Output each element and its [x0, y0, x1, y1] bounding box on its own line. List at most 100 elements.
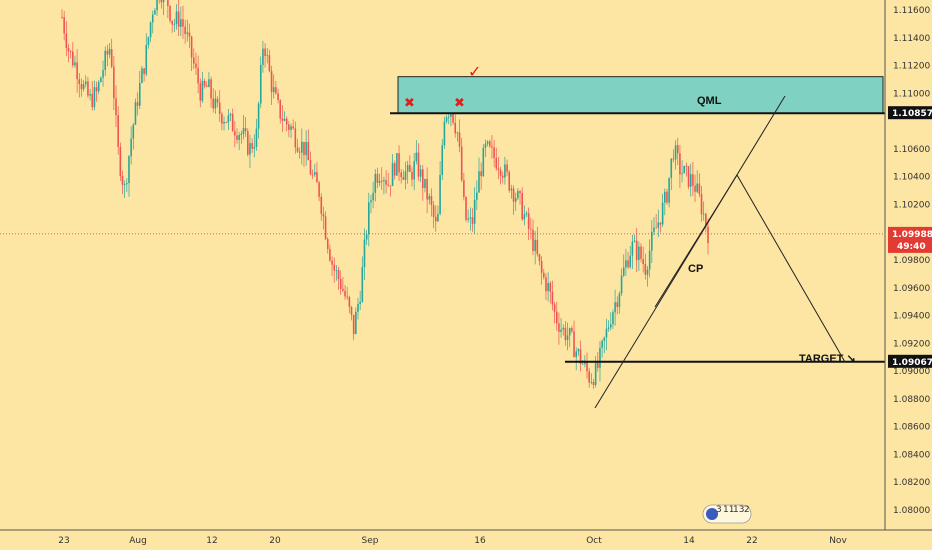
price-axis[interactable] [885, 0, 932, 530]
candle-body [95, 87, 98, 92]
candle-body [318, 182, 320, 197]
candle-body [87, 81, 89, 96]
candle-body [357, 304, 359, 312]
y-tick-label: 1.08600 [893, 423, 930, 433]
candle-body [566, 335, 569, 341]
y-tick-label: 1.11000 [893, 89, 930, 99]
candle-body [422, 169, 424, 188]
events-badge[interactable]: 3 11 13 2 [702, 504, 752, 524]
candle-body [517, 190, 519, 199]
candle-body [592, 382, 595, 386]
candle-body [141, 68, 143, 83]
y-tick-label: 1.10200 [893, 200, 930, 210]
y-tick-label: 1.09400 [893, 312, 930, 322]
candle-body [331, 260, 333, 265]
candle-body [488, 141, 491, 147]
candle-body [514, 198, 517, 202]
candle-body [268, 55, 271, 72]
candle-body [508, 171, 511, 191]
trendline-target-down[interactable] [736, 174, 846, 363]
candle-body [685, 165, 688, 167]
candle-body [335, 270, 338, 271]
svg-text:1.09988: 1.09988 [892, 230, 932, 240]
candle-body [326, 239, 329, 250]
candle-body [283, 118, 286, 121]
candle-body [625, 260, 627, 268]
candle-body [478, 171, 480, 193]
candle-body [177, 11, 180, 27]
candle-body [491, 146, 493, 148]
candle-body [376, 173, 379, 183]
candle-body [275, 87, 277, 94]
candle-body [264, 48, 266, 57]
candle-body [184, 26, 186, 35]
candle-body [69, 51, 72, 53]
candle-body [497, 168, 500, 170]
candle-body [627, 260, 629, 268]
trendline-to-peak[interactable] [654, 174, 738, 308]
candle-body [313, 172, 316, 175]
level-price-box-bottom: 1.09067 [888, 354, 932, 368]
candle-body [698, 183, 701, 194]
candle-body [575, 351, 578, 358]
y-tick-label: 1.11200 [893, 62, 930, 72]
candle-body [581, 363, 584, 365]
candle-body [67, 47, 70, 52]
candle-body [238, 135, 240, 140]
svg-text:49:40: 49:40 [897, 242, 926, 252]
candle-body [473, 199, 476, 224]
candle-body [253, 146, 256, 149]
candle-body [132, 124, 135, 139]
candle-body [506, 164, 508, 172]
qml-zone[interactable] [397, 76, 884, 114]
candle-body [143, 68, 145, 75]
candle-body [205, 85, 208, 87]
candle-body [694, 185, 696, 192]
candle-body [434, 216, 437, 222]
candle-body [231, 114, 234, 132]
candle-body [599, 347, 601, 368]
candle-body [123, 184, 126, 185]
candle-body [672, 158, 675, 160]
y-tick-label: 1.09800 [893, 256, 930, 266]
candle-body [484, 143, 487, 148]
candle-body [411, 171, 413, 180]
candle-body [149, 22, 152, 38]
candle-body [277, 93, 279, 101]
candle-body [128, 156, 130, 184]
candle-body [549, 282, 552, 292]
candle-body [223, 121, 225, 124]
candle-body [279, 100, 282, 119]
candle-body [138, 82, 141, 106]
candle-body [240, 133, 243, 136]
candle-body [214, 98, 217, 109]
candle-body [443, 121, 446, 146]
candle-body [171, 20, 173, 25]
candle-body [74, 62, 76, 66]
candle-body [568, 328, 571, 336]
candle-body [452, 110, 454, 123]
candle-body [104, 50, 107, 71]
candle-body [651, 231, 653, 251]
y-tick-label: 1.10600 [893, 145, 930, 155]
candle-body [188, 32, 191, 37]
candle-body [705, 213, 707, 227]
candle-body [542, 272, 545, 278]
candle-body [618, 293, 621, 307]
candle-body [465, 196, 467, 220]
candle-body [186, 32, 189, 35]
candle-body [707, 226, 709, 244]
candle-body [288, 124, 290, 130]
candle-body [633, 240, 636, 242]
candle-body [89, 93, 91, 96]
candle-body [391, 163, 394, 186]
candle-body [218, 102, 221, 114]
x-tick-labels: 23 Aug 12 20 Sep 16 Oct 14 22 Nov [58, 536, 847, 546]
x-tick-label: Aug [129, 536, 147, 546]
candle-body [350, 306, 353, 315]
trendline-channel[interactable] [594, 95, 786, 409]
candle-body [242, 128, 245, 134]
candle-body [348, 297, 351, 307]
candle-body [322, 213, 325, 217]
